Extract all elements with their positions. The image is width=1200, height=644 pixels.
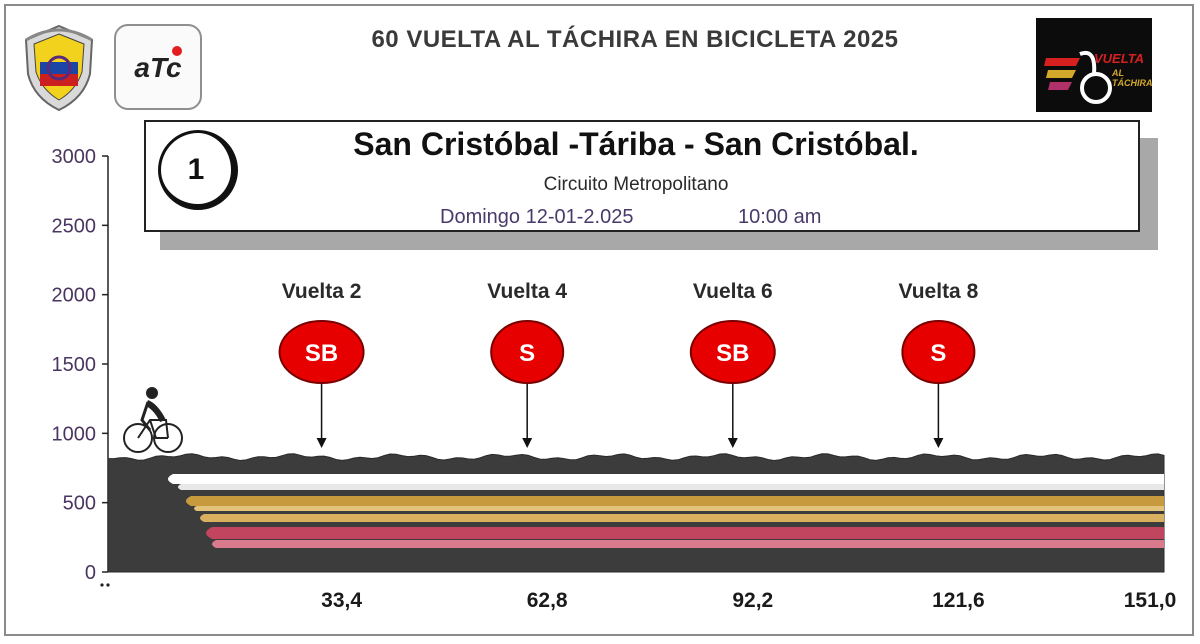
rider-leg [140, 401, 152, 431]
stage-number: 1 [187, 153, 205, 186]
bike-frame [137, 419, 169, 439]
bike-wheel [153, 423, 183, 453]
lap-label: Vuelta 2 [282, 280, 362, 303]
tour-logo-subtext: AL TÁCHIRA [1112, 68, 1153, 88]
sprint-marker-badge [278, 320, 365, 384]
tour-logo-text: VUELTA [1094, 51, 1145, 66]
vuelta-tachira-logo: VUELTA AL TÁCHIRA [1036, 18, 1153, 112]
course-band [212, 540, 1164, 548]
y-tick-label: 1000 [52, 423, 97, 445]
rider-head [146, 387, 158, 399]
lap-label: Vuelta 6 [693, 280, 773, 303]
atc-logo-dot [172, 46, 182, 56]
sprint-marker-badge [490, 320, 565, 384]
course-band [194, 506, 1164, 511]
sprint-marker-badge [689, 320, 776, 384]
y-tick-label: 2500 [52, 215, 97, 237]
x-tick-label: 151,0 [1124, 589, 1177, 612]
y-tick-label: 500 [63, 493, 96, 515]
y-tick-label: 3000 [52, 146, 97, 168]
atc-logo-text: aTc [134, 52, 182, 83]
stage-info-box: 1 San Cristóbal -Táriba - San Cristóbal.… [144, 120, 1140, 232]
sprint-marker-code: S [930, 340, 946, 367]
course-band [186, 496, 1164, 506]
stage-route: San Cristóbal -Táriba - San Cristóbal. [353, 126, 919, 162]
lap-label: Vuelta 4 [487, 280, 567, 303]
stage-number-badge: 1 [158, 130, 238, 210]
stage-date: Domingo 12-01-2.025 [440, 206, 634, 228]
sprint-marker-code: SB [305, 340, 338, 367]
rider-body [146, 400, 166, 422]
x-tick-label: 121,6 [932, 589, 985, 612]
elevation-area [107, 453, 1165, 573]
sprint-markers: Vuelta 2 SB Vuelta 4 S Vuelta 6 SB Vuelta 8 S [278, 280, 979, 448]
elevation-profile [107, 453, 1165, 573]
course-band [200, 514, 1164, 522]
sprint-marker-badge [901, 320, 976, 384]
sprint-marker-code: SB [716, 340, 749, 367]
cyclist-icon [123, 387, 183, 453]
x-tick-label: 62,8 [527, 589, 568, 612]
marker-arrowhead [933, 438, 944, 448]
atc-logo: aTc [114, 24, 202, 110]
x-tick-label: 33,4 [321, 589, 362, 612]
stage-time: 10:00 am [738, 206, 822, 228]
page-title: 60 VUELTA AL TÁCHIRA EN BICICLETA 2025 [371, 26, 899, 53]
x-tick-label: 92,2 [732, 589, 773, 612]
lap-label: Vuelta 8 [899, 280, 979, 303]
y-axis: 0 500 1000 1500 2000 2500 3000 [52, 146, 109, 584]
x-origin-dot [100, 583, 104, 587]
course-band [206, 527, 1164, 539]
sprint-marker-code: S [519, 340, 535, 367]
course-band [168, 474, 1164, 484]
marker-arrowhead [316, 438, 327, 448]
y-tick-label: 1500 [52, 354, 97, 376]
x-axis: 33,4 62,8 92,2 121,6 151,0 [100, 583, 1176, 612]
marker-arrowhead [727, 438, 738, 448]
bike-wheel [123, 423, 153, 453]
stage-type: Circuito Metropolitano [543, 174, 729, 195]
chart-frame [4, 4, 1194, 636]
x-origin-dot [106, 583, 110, 587]
marker-arrowhead [522, 438, 533, 448]
y-tick-label: 0 [85, 562, 96, 584]
federation-badge-icon [18, 22, 100, 119]
course-band [178, 484, 1164, 490]
y-tick-label: 2000 [52, 285, 97, 307]
